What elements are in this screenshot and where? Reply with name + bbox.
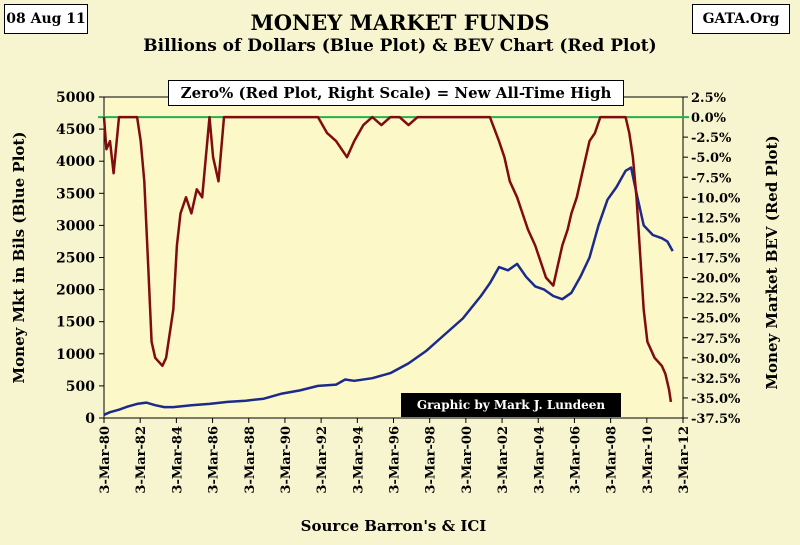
right-tick-label: -30.0%: [691, 352, 741, 367]
right-tick-label: -37.5%: [691, 412, 741, 427]
x-tick-label: 3-Mar-80: [98, 426, 113, 494]
right-tick-label: -15.0%: [691, 231, 741, 246]
right-tick-label: 0.0%: [691, 111, 727, 126]
right-tick-label: -32.5%: [691, 372, 741, 387]
zero-note: Zero% (Red Plot, Right Scale) = New All-…: [168, 80, 624, 106]
right-tick-label: -22.5%: [691, 292, 741, 307]
x-tick-label: 3-Mar-86: [207, 426, 222, 494]
right-tick-label: -20.0%: [691, 272, 741, 287]
right-tick-label: -27.5%: [691, 332, 741, 347]
right-tick-label: -10.0%: [691, 191, 741, 206]
x-tick-label: 3-Mar-12: [677, 426, 692, 494]
x-tick-label: 3-Mar-08: [605, 426, 620, 494]
right-tick-label: -5.0%: [691, 151, 732, 166]
left-tick-label: 1500: [56, 315, 95, 331]
x-tick-label: 3-Mar-84: [170, 426, 185, 494]
left-tick-label: 3000: [56, 218, 95, 234]
plot-area: [103, 96, 684, 419]
bev-series-line: [102, 115, 673, 403]
left-tick-label: 4500: [56, 122, 95, 138]
x-tick-label: 3-Mar-02: [496, 426, 511, 494]
right-tick-label: -2.5%: [691, 131, 732, 146]
left-tick-label: 3500: [56, 186, 95, 202]
right-tick-label: -35.0%: [691, 392, 741, 407]
left-tick-label: 500: [66, 379, 95, 395]
left-tick-label: 4000: [56, 154, 95, 170]
source-badge: GATA.Org: [692, 4, 790, 34]
left-axis-title: Money Mkt in Bils (Blue Plot): [10, 132, 28, 384]
left-tick-label: 2000: [56, 283, 95, 299]
x-tick-label: 3-Mar-94: [351, 426, 366, 494]
x-tick-label: 3-Mar-90: [279, 426, 294, 494]
x-tick-label: 3-Mar-04: [532, 426, 547, 494]
right-tick-label: -17.5%: [691, 252, 741, 267]
x-tick-label: 3-Mar-10: [641, 426, 656, 494]
x-tick-label: 3-Mar-88: [243, 426, 258, 494]
x-tick-label: 3-Mar-06: [568, 426, 583, 494]
credit-label: Graphic by Mark J. Lundeen: [401, 393, 621, 417]
x-tick-label: 3-Mar-82: [134, 426, 149, 494]
right-tick-label: -12.5%: [691, 211, 741, 226]
right-axis-title: Money Market BEV (Red Plot): [763, 135, 781, 389]
left-tick-label: 2500: [56, 251, 95, 267]
right-tick-label: -7.5%: [691, 171, 732, 186]
x-tick-label: 3-Mar-98: [424, 426, 439, 494]
title-block: MONEY MARKET FUNDS Billions of Dollars (…: [0, 10, 800, 56]
left-tick-label: 0: [85, 411, 95, 427]
money-market-series-line: [103, 166, 674, 416]
left-tick-label: 5000: [56, 90, 95, 106]
right-tick-label: 2.5%: [691, 91, 727, 106]
chart-subtitle: Billions of Dollars (Blue Plot) & BEV Ch…: [143, 36, 657, 56]
date-badge: 08 Aug 11: [4, 4, 88, 34]
right-tick-label: -25.0%: [691, 312, 741, 327]
x-axis-title: Source Barron's & ICI: [301, 517, 487, 535]
left-tick-label: 1000: [56, 347, 95, 363]
chart-title: MONEY MARKET FUNDS: [250, 10, 550, 35]
x-tick-label: 3-Mar-00: [460, 426, 475, 494]
x-tick-label: 3-Mar-92: [315, 426, 330, 494]
x-tick-label: 3-Mar-96: [388, 426, 403, 494]
